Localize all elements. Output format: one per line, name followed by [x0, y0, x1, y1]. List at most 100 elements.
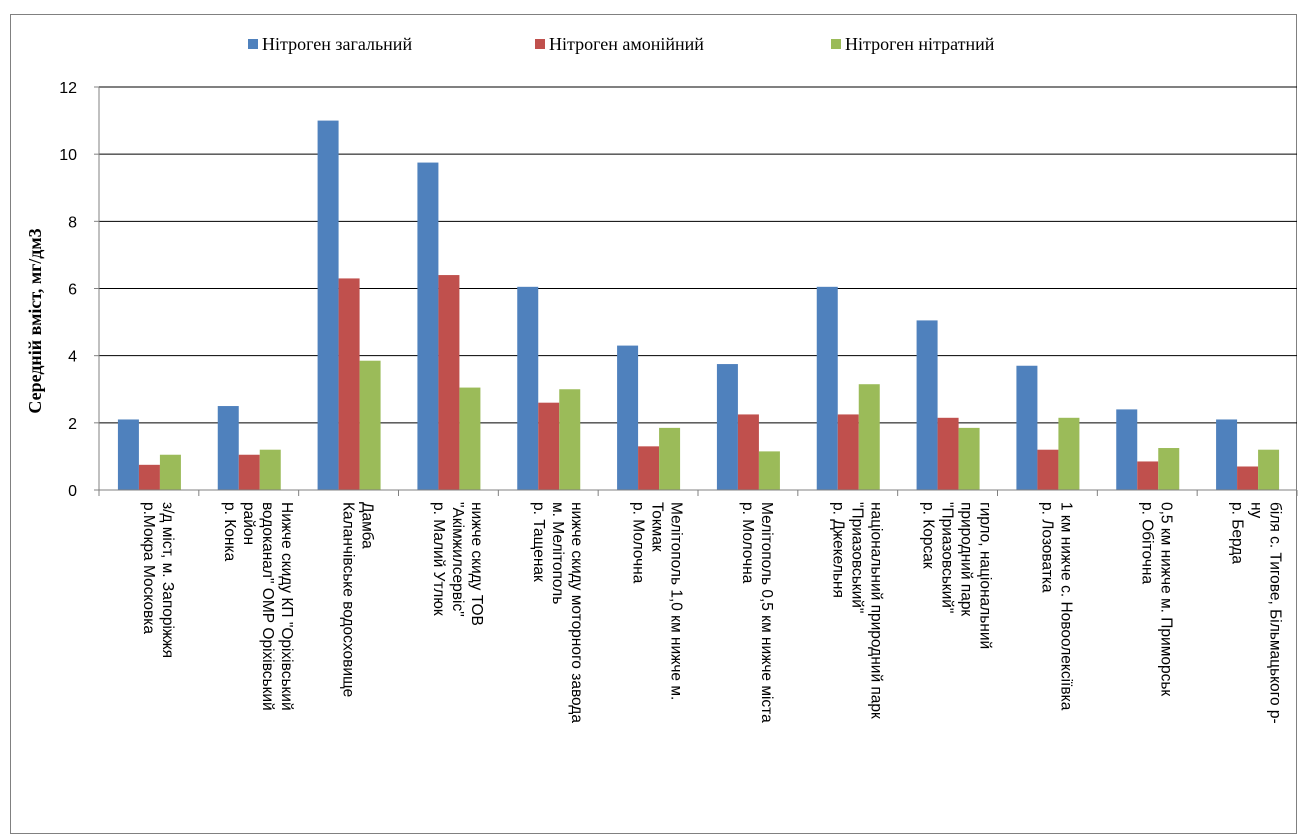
x-category-line: "Приазовський": [848, 502, 865, 613]
x-category-label: біля с. Тигове, Більмацького р-нур. Берд…: [1229, 502, 1284, 724]
x-category-line: Токмак: [649, 502, 666, 552]
nitrogen-bar-chart: Нітроген загальний Нітроген амонійний Нітр…: [11, 15, 1298, 820]
x-category-line: 0,5 км нижче м. Приморськ: [1157, 502, 1174, 696]
y-tick-label: 2: [68, 416, 77, 433]
bar: [1216, 419, 1237, 490]
x-category-label: нижче скиду ТОВ"Акімжилсервіс"р. Малий У…: [430, 502, 485, 626]
x-category-line: Мелітополь 0,5 км нижче міста: [758, 502, 775, 723]
bar: [559, 389, 580, 490]
bar: [1037, 450, 1058, 490]
x-category-line: р. Джекельня: [829, 502, 846, 598]
x-category-line: р. Обіточна: [1138, 502, 1155, 584]
bar: [417, 163, 438, 490]
y-axis-label: Середній вміст, мг/дм3: [25, 228, 45, 413]
bar: [118, 419, 139, 490]
y-tick-label: 10: [59, 147, 77, 164]
x-category-line: національний природний парк: [867, 502, 884, 719]
bar: [1158, 448, 1179, 490]
x-category-line: р. Берда: [1229, 502, 1246, 564]
x-category-line: природний парк: [958, 502, 975, 616]
x-category-line: р. Молочна: [630, 502, 647, 584]
y-tick-label: 6: [68, 282, 77, 299]
bar: [459, 388, 480, 490]
x-category-line: р.Мокра Московка: [140, 502, 157, 634]
x-category-line: біля с. Тигове, Більмацького р-: [1267, 502, 1284, 724]
x-category-line: р. Корсак: [920, 502, 937, 569]
x-category-line: р. Лозоватка: [1038, 502, 1055, 593]
x-category-line: р. Конка: [221, 502, 238, 562]
bar: [139, 465, 160, 490]
bar: [959, 428, 980, 490]
x-category-line: Мелітополь 1,0 км нижче м.: [668, 502, 685, 700]
bar: [738, 414, 759, 490]
legend-swatch: [535, 39, 545, 49]
x-category-line: м. Мелітополь: [549, 502, 566, 604]
x-category-line: гирло, національний: [977, 502, 994, 649]
x-category-line: водоканал" ОМР Оріхівський: [259, 502, 276, 711]
x-category-line: "Приазовський": [939, 502, 956, 613]
x-category-label: національний природний парк"Приазовський…: [829, 502, 884, 719]
x-category-line: "Акімжилсервіс": [449, 502, 466, 617]
x-category-line: р. Молочна: [739, 502, 756, 584]
x-category-line: Дамба: [359, 502, 376, 549]
bar: [817, 287, 838, 490]
x-category-line: Нижче скиду КП "Оріхівський: [278, 502, 295, 711]
bar: [1016, 366, 1037, 490]
bar: [638, 446, 659, 490]
bar: [517, 287, 538, 490]
x-category-line: нижче скиду моторного завода: [568, 502, 585, 723]
x-category-line: нижче скиду ТОВ: [468, 502, 485, 626]
y-tick-label: 8: [68, 214, 77, 231]
legend: Нітроген загальний Нітроген амонійний Нітр…: [248, 34, 995, 54]
bar: [438, 275, 459, 490]
bar: [1258, 450, 1279, 490]
bar: [759, 451, 780, 490]
legend-label: Нітроген нітратний: [845, 34, 995, 54]
bar: [617, 346, 638, 490]
legend-label: Нітроген загальний: [262, 34, 412, 54]
x-category-line: Каланчівське водосховище: [340, 502, 357, 697]
bar: [538, 403, 559, 490]
y-tick-label: 0: [68, 483, 77, 500]
y-tick-labels: 0 2 4 6 8 10 12: [59, 80, 77, 500]
legend-swatch: [248, 39, 258, 49]
bar: [160, 455, 181, 490]
bar: [1058, 418, 1079, 490]
gridlines: [99, 87, 1297, 423]
bar: [360, 361, 381, 490]
bar: [239, 455, 260, 490]
bar: [917, 320, 938, 490]
bar: [659, 428, 680, 490]
x-category-line: р. Малий Утлюк: [430, 502, 447, 616]
bar: [938, 418, 959, 490]
bar: [260, 450, 281, 490]
bars: [118, 121, 1279, 490]
bar: [318, 121, 339, 490]
x-category-line: 1 км нижче с. Новоолексіївка: [1057, 502, 1074, 711]
x-category-labels: з/д міст, м. Запоріжжяр.Мокра Московка Ни…: [140, 502, 1284, 724]
bar: [1116, 409, 1137, 490]
x-category-line: з/д міст, м. Запоріжжя: [159, 502, 176, 658]
y-tick-label: 12: [59, 80, 77, 97]
bar: [1137, 461, 1158, 490]
legend-swatch: [831, 39, 841, 49]
bar: [838, 414, 859, 490]
bar: [1237, 466, 1258, 490]
y-tick-label: 4: [68, 349, 77, 366]
bar: [218, 406, 239, 490]
bar: [339, 278, 360, 490]
x-category-line: ну: [1248, 502, 1265, 519]
x-category-line: район: [240, 502, 257, 545]
chart-frame: Нітроген загальний Нітроген амонійний Нітр…: [10, 14, 1297, 834]
bar: [717, 364, 738, 490]
legend-label: Нітроген амонійний: [549, 34, 704, 54]
